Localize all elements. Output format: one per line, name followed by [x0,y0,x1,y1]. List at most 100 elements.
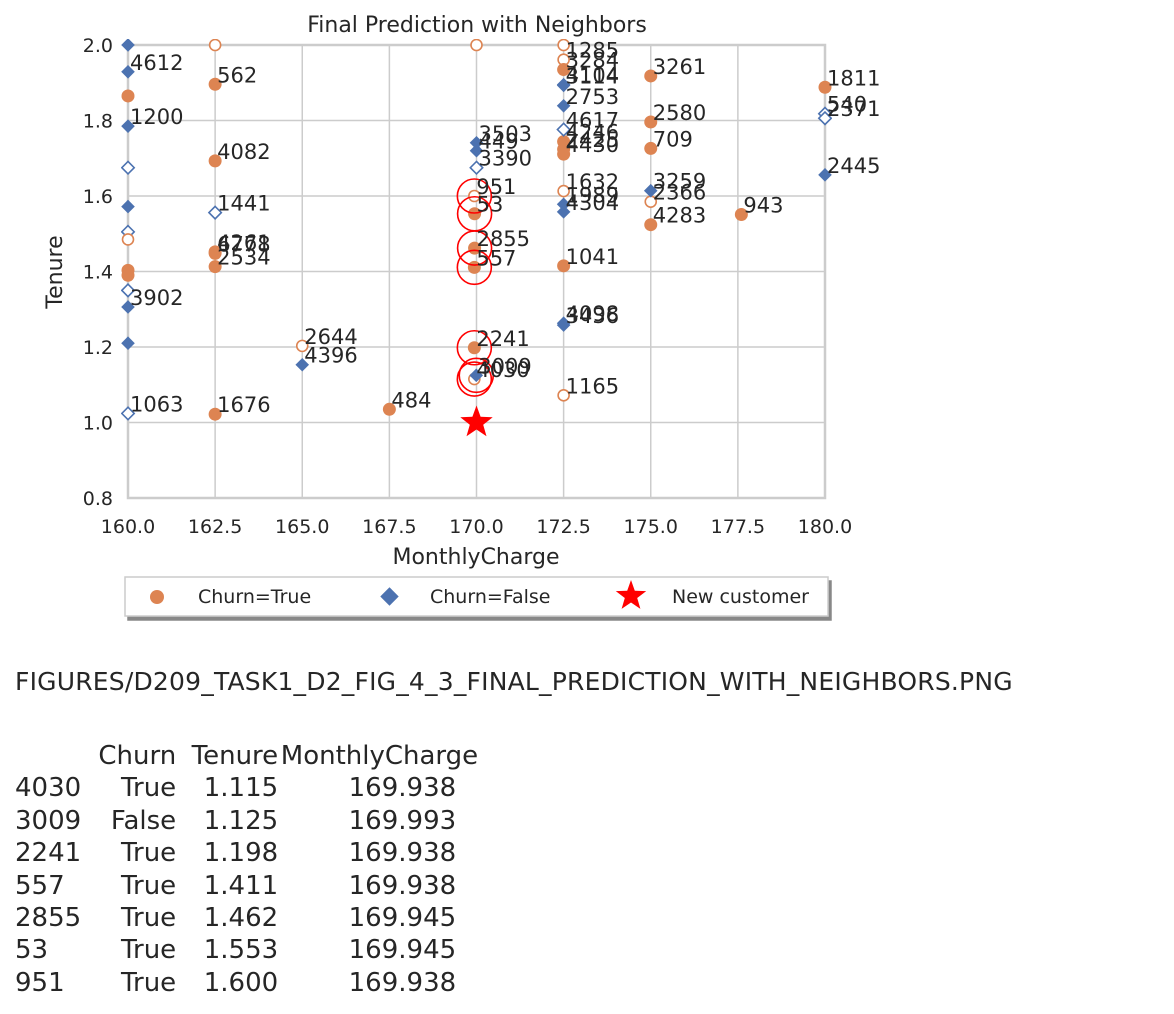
point-id-label: 1200 [130,105,183,129]
edge-data-point [121,336,135,351]
x-tick-label: 160.0 [101,516,155,538]
point-id-label: 1676 [217,393,270,417]
churn-true-point [467,341,481,355]
churn-true-point [382,402,396,416]
edge-data-point [121,160,136,176]
x-tick-label: 177.5 [711,516,765,538]
y-tick-labels: 0.8 1.0 1.2 1.4 1.6 1.8 2.0 [83,35,113,510]
plot-marks [121,39,832,437]
point-id-label: 2241 [476,327,529,351]
table-cell-monthlycharge: 169.945 [348,935,457,966]
table-cell-index: 2855 [15,903,82,934]
table-cell-monthlycharge: 169.938 [348,773,457,804]
point-id-label: 3009 [478,354,531,378]
new-customer-star [460,405,493,437]
churn-true-point [557,259,571,273]
churn-false-point [295,357,310,372]
churn-false-point [556,78,571,93]
scatter-chart: Final Prediction with Neighbors 160.0 162… [43,13,880,617]
churn-false-point [469,143,484,158]
table-row: 53 True 1.553 169.945 [15,934,478,966]
point-id-label: 4396 [304,344,357,368]
point-id-label: 2580 [653,101,706,125]
legend-true-label: Churn=True [198,586,311,608]
point-id-label: 4261 [217,231,270,255]
point-id-label: 3390 [479,147,532,171]
table-cell-churn: True [120,773,177,804]
legend-box [124,576,829,617]
churn-false-point [121,300,135,314]
table-cell-churn: True [120,870,177,901]
neighbor-ring [456,195,493,232]
x-tick-label: 170.0 [449,516,503,538]
table-cell-index: 3009 [15,805,82,836]
table-cell-index: 53 [15,935,49,966]
churn-true-point [557,184,570,198]
table-cell-index: 4030 [15,773,82,804]
point-id-label: 449 [479,130,519,154]
point-id-label: 1041 [566,245,619,269]
x-tick-label: 172.5 [536,516,590,538]
y-tick-label: 1.8 [83,111,113,133]
point-id-label: 53 [477,193,504,217]
neighbor-ring [456,249,493,286]
point-id-label: 4246 [566,121,619,145]
point-id-label: 4430 [566,133,619,157]
point-id-label: 3902 [130,286,183,310]
y-tick-label: 1.2 [83,337,113,359]
legend-new-customer-label: New customer [672,586,809,608]
figure-caption: FIGURES/D209_TASK1_D2_FIG_4_3_FINAL_PRED… [15,667,1013,696]
churn-false-point [207,205,223,220]
churn-true-point [208,246,222,260]
neighbors-table: Churn Tenure MonthlyCharge 4030 True 1.115… [15,740,478,999]
point-id-label: 4098 [566,302,619,326]
legend: Churn=True Churn=False New customer [124,576,829,617]
x-tick-label: 165.0 [275,516,329,538]
churn-false-point [556,122,571,137]
churn-true-point [557,147,571,161]
point-id-label: 3436 [566,304,619,328]
churn-true-point [208,407,222,421]
point-id-label: 4617 [566,109,619,133]
table-cell-churn: True [120,967,177,998]
point-id-label: 2425 [566,128,619,152]
point-id-label: 709 [653,127,693,151]
churn-true-point [295,339,309,353]
point-id-label: 1063 [130,392,183,416]
point-labels: 5624082426167782534167626444849515328555… [130,39,880,417]
point-id-label: 557 [476,246,516,270]
table-header-row: Churn Tenure MonthlyCharge [15,740,478,772]
point-id-label: 1285 [566,39,619,63]
point-id-label: 1165 [566,374,619,398]
churn-false-point [121,65,135,79]
monthlycharge-header: MonthlyCharge [280,741,479,771]
tenure-header: Tenure [191,741,279,771]
churn-false-point [469,368,484,383]
point-id-label: 1989 [566,183,619,207]
x-tick-labels: 160.0 162.5 165.0 167.5 170.0 172.5 175.0 177.5… [101,516,852,538]
neighbor-ring [456,178,493,214]
legend-false-marker [380,587,399,606]
point-id-label: 1441 [217,192,270,216]
table-row: 2855 True 1.462 169.945 [15,902,478,934]
point-id-label: 540 [827,93,867,117]
edge-data-point [470,39,483,52]
point-id-label: 2855 [477,227,530,251]
legend-true-marker [150,590,164,604]
point-id-label: 4612 [130,51,183,75]
churn-false-point [469,135,484,150]
table-cell-tenure: 1.125 [203,805,279,836]
legend-new-customer-marker [615,580,647,609]
point-id-label: 2445 [827,154,880,178]
neighbor-ring [456,361,493,397]
y-tick-label: 1.6 [83,186,113,208]
point-id-label: 4304 [566,191,619,215]
table-row: 557 True 1.411 169.938 [15,870,478,902]
table-cell-tenure: 1.600 [203,967,279,998]
churn-false-point [556,98,571,113]
table-cell-churn: True [120,838,177,869]
table-row: 4030 True 1.115 169.938 [15,772,478,804]
table-cell-tenure: 1.198 [203,838,279,869]
table-cell-tenure: 1.115 [203,773,279,804]
table-cell-monthlycharge: 169.938 [348,967,457,998]
